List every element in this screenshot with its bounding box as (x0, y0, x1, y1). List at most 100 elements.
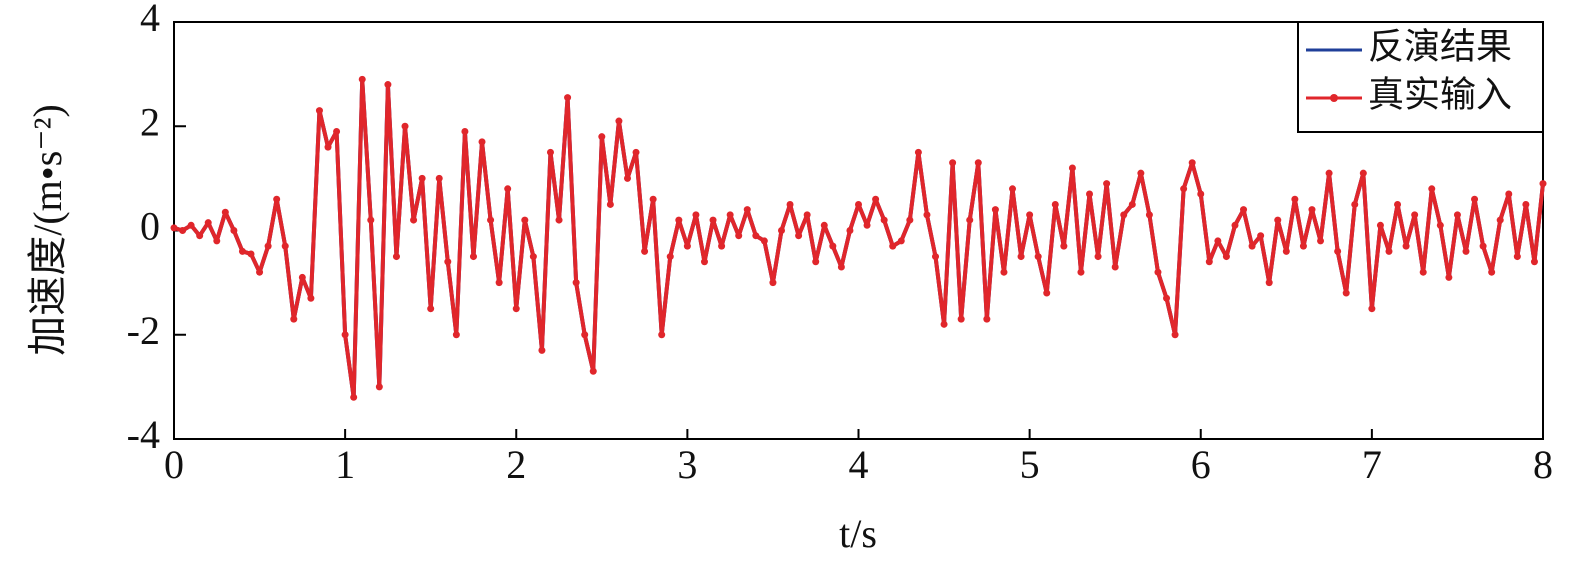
data-point (410, 216, 418, 224)
data-point (1325, 169, 1333, 177)
data-point (855, 200, 862, 208)
data-point (598, 133, 606, 141)
data-point (615, 117, 623, 125)
data-point (872, 195, 880, 203)
data-point (709, 216, 717, 224)
data-point (401, 122, 409, 130)
x-tick-label: 1 (335, 442, 355, 487)
data-point (957, 315, 965, 323)
data-point (1248, 242, 1256, 250)
data-point (1530, 258, 1538, 266)
data-point (1359, 169, 1367, 177)
data-point (1043, 289, 1051, 297)
data-point (1394, 200, 1402, 208)
data-point (1334, 247, 1342, 255)
data-point (897, 237, 905, 245)
data-point (504, 185, 512, 193)
data-point (384, 81, 392, 89)
data-point (1188, 159, 1196, 167)
data-point (1453, 211, 1461, 219)
data-point (1368, 305, 1376, 313)
data-point (1428, 185, 1436, 193)
data-point (641, 247, 649, 255)
data-point (1496, 216, 1504, 224)
data-point (1086, 190, 1094, 198)
data-point (1051, 200, 1059, 208)
data-point (1171, 331, 1179, 339)
data-point (273, 195, 281, 203)
data-point (307, 294, 315, 302)
data-point (238, 247, 246, 255)
data-point (966, 216, 974, 224)
x-tick-label: 0 (164, 442, 184, 487)
data-point (914, 148, 922, 156)
data-point (290, 315, 298, 323)
data-point (1462, 247, 1470, 255)
data-point (487, 216, 495, 224)
data-point (1385, 247, 1393, 255)
data-point (880, 216, 888, 224)
data-point (341, 331, 349, 339)
data-point (1214, 237, 1222, 245)
data-point (777, 227, 785, 234)
data-point (1163, 294, 1171, 302)
data-point (529, 253, 537, 261)
data-point (923, 211, 931, 219)
data-point (837, 263, 845, 271)
data-point (358, 75, 366, 83)
x-tick-label: 6 (1191, 442, 1211, 487)
y-tick-label: 4 (140, 0, 160, 40)
data-point (221, 208, 229, 216)
y-tick-label: 2 (140, 99, 160, 144)
data-point (230, 227, 238, 234)
data-point (1120, 211, 1128, 219)
data-point (213, 237, 221, 245)
data-point (1539, 180, 1547, 188)
data-point (350, 393, 358, 401)
data-point (820, 221, 828, 229)
data-point (675, 216, 683, 224)
data-point (1419, 268, 1427, 276)
data-point (1479, 242, 1487, 250)
data-point (478, 138, 486, 146)
data-point (196, 232, 204, 240)
data-point (546, 148, 554, 156)
data-point (700, 258, 708, 266)
data-point (1000, 268, 1008, 276)
data-point (666, 253, 674, 261)
data-point (1026, 211, 1034, 219)
data-point (538, 346, 546, 354)
data-point (1017, 253, 1025, 261)
data-point (247, 250, 255, 258)
data-point (1034, 253, 1042, 261)
data-point (752, 232, 760, 240)
data-point (1513, 253, 1521, 261)
data-point (1222, 253, 1230, 261)
data-point (1308, 206, 1316, 214)
data-point (589, 367, 597, 375)
data-point (623, 174, 631, 182)
x-tick-label: 8 (1533, 442, 1553, 487)
data-point (1291, 195, 1299, 203)
data-point (1145, 211, 1153, 219)
data-point (1068, 164, 1076, 172)
y-tick-label: 0 (140, 204, 160, 249)
data-point (1411, 211, 1419, 219)
data-point (495, 279, 503, 287)
data-point (1282, 247, 1290, 255)
data-point (333, 127, 341, 135)
data-point (367, 216, 375, 224)
data-point (1317, 237, 1325, 245)
data-point (1376, 221, 1384, 229)
data-point (803, 211, 811, 219)
data-point (1240, 206, 1248, 214)
x-tick-label: 4 (849, 442, 869, 487)
data-point (452, 331, 460, 339)
legend-box (1297, 21, 1544, 133)
data-point (435, 174, 443, 182)
data-point (1402, 242, 1410, 250)
data-point (298, 273, 306, 281)
data-point (418, 174, 426, 182)
data-point (991, 206, 999, 214)
